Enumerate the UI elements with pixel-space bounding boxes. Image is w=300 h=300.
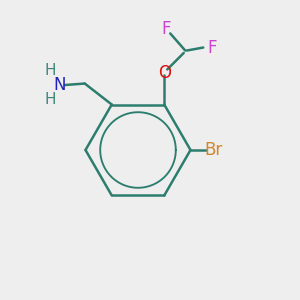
Text: H: H [44, 92, 56, 107]
Text: Br: Br [205, 141, 223, 159]
Text: F: F [161, 20, 170, 38]
Text: N: N [53, 76, 65, 94]
Text: H: H [44, 63, 56, 78]
Text: F: F [207, 38, 216, 56]
Text: O: O [158, 64, 171, 82]
